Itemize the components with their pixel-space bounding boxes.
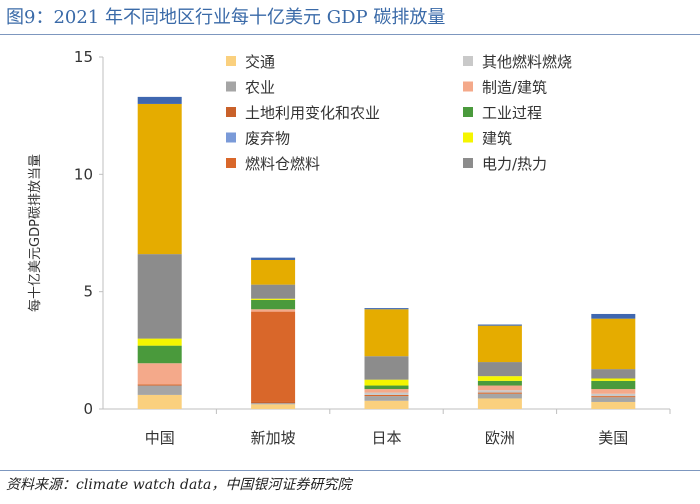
title-divider bbox=[0, 34, 700, 35]
legend-item: 土地利用变化和农业 bbox=[226, 104, 380, 122]
bar-segment bbox=[137, 254, 182, 339]
legend-item: 燃料仓燃料 bbox=[226, 155, 320, 173]
bar-segment bbox=[364, 392, 409, 395]
legend-label: 其他燃料燃烧 bbox=[482, 53, 572, 71]
bar-segment bbox=[364, 379, 409, 386]
bar-stack bbox=[364, 308, 409, 409]
bar-segment bbox=[251, 404, 296, 409]
bar-segment bbox=[477, 390, 522, 393]
bar-stack bbox=[137, 96, 182, 409]
bar-segment bbox=[364, 356, 409, 380]
legend-item: 制造/建筑 bbox=[463, 79, 547, 97]
source-note: 资料来源：climate watch data，中国银河证券研究院 bbox=[6, 477, 352, 493]
bar-segment bbox=[477, 393, 522, 399]
y-tick-label: 10 bbox=[74, 165, 93, 183]
legend-item: 废弃物 bbox=[226, 130, 290, 148]
bar-segment bbox=[591, 313, 636, 319]
bar-segment bbox=[477, 380, 522, 386]
bar-segment bbox=[591, 401, 636, 409]
bar-stack bbox=[591, 313, 636, 409]
legend-swatch bbox=[226, 81, 236, 92]
x-tick-label: 日本 bbox=[371, 429, 401, 447]
y-tick-label: 0 bbox=[83, 400, 93, 418]
legend-label: 农业 bbox=[245, 79, 275, 97]
bar-segment bbox=[591, 397, 636, 402]
bar-segment bbox=[251, 403, 296, 405]
bar-segment bbox=[137, 385, 182, 395]
bar-segment bbox=[477, 362, 522, 377]
legend-label: 建筑 bbox=[482, 130, 512, 148]
legend-swatch bbox=[226, 56, 236, 66]
bar-segment bbox=[251, 311, 296, 402]
legend-swatch bbox=[463, 132, 473, 143]
bar-segment bbox=[251, 257, 296, 260]
bar-segment bbox=[591, 389, 636, 394]
bar-segment bbox=[251, 401, 296, 404]
bar-segment bbox=[477, 324, 522, 326]
legend-item: 电力/热力 bbox=[463, 155, 547, 173]
legend-label: 燃料仓燃料 bbox=[245, 155, 320, 173]
bar-stack bbox=[477, 324, 522, 409]
y-tick-label: 5 bbox=[83, 283, 93, 301]
x-tick-label: 美国 bbox=[598, 429, 628, 447]
bar-segment bbox=[364, 385, 409, 390]
legend-item: 其他燃料燃烧 bbox=[463, 53, 572, 71]
legend-item: 工业过程 bbox=[463, 104, 542, 122]
bar-segment bbox=[251, 284, 296, 299]
bar-segment bbox=[364, 309, 409, 357]
legend-label: 废弃物 bbox=[245, 130, 290, 148]
bar-segment bbox=[137, 394, 182, 409]
figure-title: 图9：2021 年不同地区行业每十亿美元 GDP 碳排放量 bbox=[6, 7, 446, 28]
legend-label: 土地利用变化和农业 bbox=[245, 104, 380, 122]
bar-stack bbox=[251, 257, 296, 409]
legend-label: 工业过程 bbox=[482, 104, 542, 122]
bar-segment bbox=[477, 376, 522, 381]
legend-swatch bbox=[226, 158, 236, 168]
bar-segment bbox=[137, 103, 182, 255]
bar-segment bbox=[591, 369, 636, 379]
bar-segment bbox=[364, 308, 409, 310]
bar-segment bbox=[477, 385, 522, 391]
legend-label: 电力/热力 bbox=[482, 155, 547, 173]
x-tick-label: 中国 bbox=[145, 429, 175, 447]
x-tick-label: 欧洲 bbox=[485, 429, 515, 447]
bar-segment bbox=[364, 394, 409, 397]
bar-segment bbox=[591, 318, 636, 370]
bar-segment bbox=[591, 380, 636, 390]
bar-segment bbox=[251, 259, 296, 285]
source-divider bbox=[0, 470, 700, 471]
bar-segment bbox=[251, 298, 296, 300]
y-tick-label: 15 bbox=[74, 48, 93, 66]
legend-swatch bbox=[463, 107, 473, 117]
legend-label: 交通 bbox=[245, 53, 275, 71]
legend-item: 交通 bbox=[226, 53, 275, 71]
bar-segment bbox=[591, 393, 636, 397]
bar-segment bbox=[137, 345, 182, 364]
bar-segment bbox=[137, 96, 182, 104]
legend-label: 制造/建筑 bbox=[482, 79, 547, 97]
bar-segment bbox=[251, 299, 296, 310]
bar-segment bbox=[251, 309, 296, 312]
bar-segment bbox=[477, 325, 522, 363]
legend-swatch bbox=[463, 158, 473, 168]
bar-segment bbox=[364, 400, 409, 409]
bar-segment bbox=[591, 378, 636, 381]
x-tick-label: 新加坡 bbox=[251, 429, 296, 447]
bar-segment bbox=[477, 392, 522, 394]
legend-swatch bbox=[226, 132, 236, 143]
bar-segment bbox=[591, 396, 636, 398]
legend-item: 建筑 bbox=[463, 130, 512, 148]
bar-segment bbox=[137, 338, 182, 346]
bar-segment bbox=[477, 398, 522, 409]
legend-swatch bbox=[463, 81, 473, 92]
legend-item: 农业 bbox=[226, 79, 275, 97]
bar-segment bbox=[137, 384, 182, 386]
legend-swatch bbox=[463, 56, 473, 66]
bar-segment bbox=[364, 396, 409, 401]
bar-segment bbox=[364, 389, 409, 393]
y-axis-label: 每十亿美元GDP碳排放当量 bbox=[27, 154, 43, 312]
legend-swatch bbox=[226, 107, 236, 117]
bar-segment bbox=[137, 363, 182, 385]
